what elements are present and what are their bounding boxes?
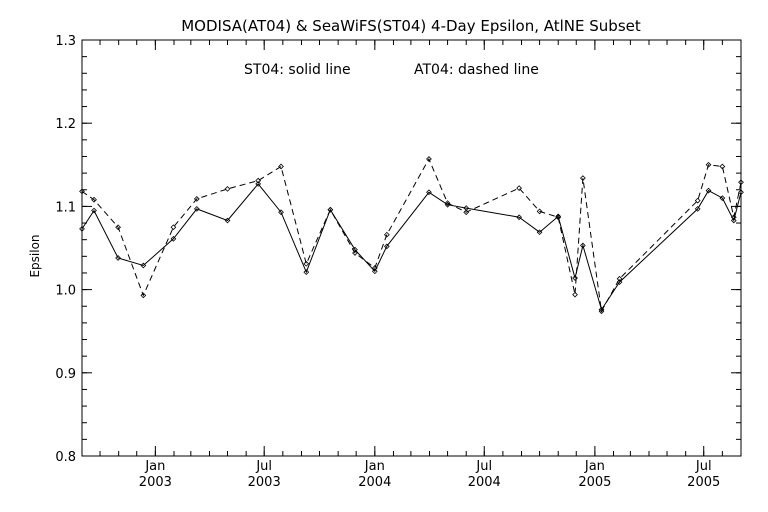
x-tick-year: 2004 <box>468 475 501 490</box>
y-tick-label: 1.0 <box>55 284 76 299</box>
data-point-st04 <box>383 243 390 250</box>
data-point-st04 <box>371 268 378 275</box>
data-point-at04 <box>140 292 147 299</box>
data-point-st04 <box>303 269 310 275</box>
x-tick-month: Jan <box>144 459 165 474</box>
chart-title: MODISA(AT04) & SeaWiFS(ST04) 4-Day Epsil… <box>181 17 641 35</box>
data-point-st04 <box>224 217 231 224</box>
x-tick-year: 2005 <box>578 475 611 490</box>
data-point-st04 <box>193 206 200 212</box>
data-point-st04 <box>694 206 701 212</box>
y-tick-label: 0.9 <box>55 367 76 382</box>
data-point-st04 <box>91 207 97 214</box>
data-point-at04 <box>463 209 470 216</box>
data-point-at04 <box>536 208 543 215</box>
x-tick-month: Jul <box>255 459 272 474</box>
data-point-at04 <box>694 197 701 204</box>
x-axis: Jan2003Jul2003Jan2004Jul2004Jan2005Jul20… <box>81 40 742 490</box>
data-point-at04 <box>579 175 586 181</box>
data-point-at04 <box>444 200 451 206</box>
data-point-st04 <box>516 214 522 221</box>
data-point-at04 <box>278 163 284 170</box>
data-point-st04 <box>79 225 85 232</box>
data-point-at04 <box>371 265 378 271</box>
plot-frame <box>81 39 742 457</box>
data-point-at04 <box>516 185 522 191</box>
y-axis: 0.8 0.9 1.0 1.1 1.2 1.3 <box>55 34 741 465</box>
data-point-at04 <box>352 250 358 256</box>
data-point-at04 <box>572 291 578 298</box>
series-layer <box>79 156 744 315</box>
data-point-at04 <box>255 177 262 184</box>
data-point-at04 <box>705 161 712 168</box>
data-point-at04 <box>91 196 97 203</box>
data-point-at04 <box>170 224 177 231</box>
data-point-at04 <box>303 260 310 267</box>
data-point-st04 <box>719 195 726 201</box>
data-point-at04 <box>598 308 605 315</box>
y-tick-label: 1.3 <box>55 34 76 49</box>
data-point-st04 <box>705 187 712 194</box>
data-point-at04 <box>719 163 726 170</box>
data-point-st04 <box>278 209 284 216</box>
data-point-st04 <box>170 235 177 242</box>
y-tick-label: 0.8 <box>55 450 76 465</box>
data-point-at04 <box>738 179 744 186</box>
data-point-at04 <box>383 231 390 238</box>
data-point-at04 <box>426 156 432 162</box>
data-point-at04 <box>79 188 85 195</box>
annotation-solid-line: ST04: solid line <box>244 62 351 78</box>
data-point-st04 <box>140 262 147 269</box>
y-tick-label: 1.2 <box>55 117 76 132</box>
x-tick-year: 2005 <box>687 475 720 490</box>
annotation-dashed-line: AT04: dashed line <box>414 62 539 78</box>
data-point-st04 <box>579 242 586 249</box>
data-point-at04 <box>115 224 121 231</box>
x-tick-month: Jul <box>475 459 492 474</box>
data-point-at04 <box>730 214 737 221</box>
data-point-st04 <box>255 181 262 187</box>
data-point-st04 <box>426 189 432 196</box>
x-tick-month: Jan <box>364 459 385 474</box>
x-tick-month: Jul <box>695 459 712 474</box>
data-point-at04 <box>224 186 231 192</box>
series-line-at04 <box>81 157 742 313</box>
y-tick-label: 1.1 <box>55 200 76 215</box>
data-point-st04 <box>738 189 744 196</box>
data-point-st04 <box>536 229 543 236</box>
series-st04 <box>79 181 744 313</box>
x-tick-year: 2003 <box>248 475 281 490</box>
data-point-st04 <box>730 217 737 224</box>
data-point-st04 <box>115 255 121 261</box>
data-point-at04 <box>616 275 623 282</box>
data-point-st04 <box>572 275 578 281</box>
x-tick-month: Jan <box>584 459 605 474</box>
x-tick-year: 2004 <box>358 475 391 490</box>
series-at04 <box>79 156 744 315</box>
x-tick-year: 2003 <box>139 475 172 490</box>
data-point-at04 <box>193 196 200 202</box>
series-line-st04 <box>81 183 742 311</box>
data-point-at04 <box>555 214 562 221</box>
y-axis-label: Epsilon <box>28 234 42 277</box>
data-point-at04 <box>327 206 334 213</box>
